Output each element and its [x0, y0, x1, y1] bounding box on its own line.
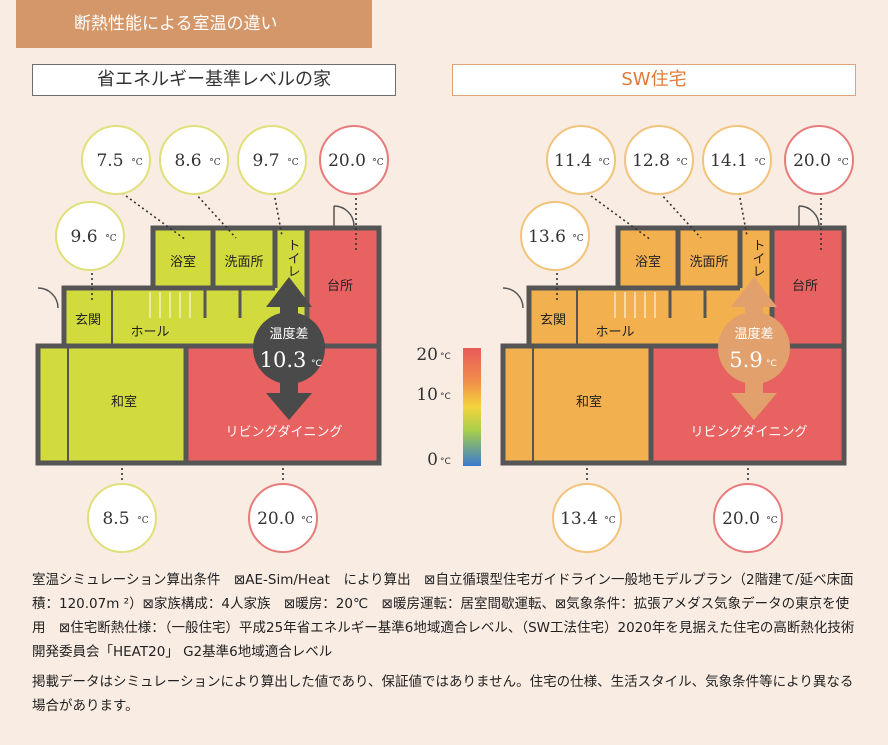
temp-bubble-sw-1: 11.4 °C [546, 125, 616, 195]
temp-bubble-sw-3: 14.1 °C [702, 125, 772, 195]
svg-text:°C: °C [440, 457, 451, 467]
svg-text:°C: °C [676, 158, 688, 168]
svg-text:°C: °C [766, 516, 778, 526]
temp-bubble-standard-7: 20.0 °C [248, 483, 318, 553]
label-washitsu-sw: 和室 [576, 394, 602, 410]
plan-title-sw: SW住宅 [452, 64, 856, 96]
svg-text:20.0: 20.0 [722, 509, 760, 529]
label-living-sw: リビングダイニング [690, 425, 807, 440]
plan-sw: 浴室 洗面所 トイレ 台所 玄関 ホール 和室 リビングダイニング 温度差 5.… [500, 125, 854, 553]
diff-value-standard: 10.3 [260, 348, 307, 372]
svg-text:°C: °C [372, 158, 384, 168]
floor-plan-diagram: 浴室 洗面所 トイレ 台所 玄関 ホール 和室 リビングダイニング 温度差 10… [35, 125, 854, 553]
plan-title-standard: 省エネルギー基準レベルの家 [32, 64, 396, 96]
temp-bubble-standard-2: 8.6 °C [159, 125, 229, 195]
svg-text:°C: °C [209, 158, 221, 168]
svg-text:°C: °C [604, 516, 616, 526]
plan-standard: 浴室 洗面所 トイレ 台所 玄関 ホール 和室 リビングダイニング 温度差 10… [35, 125, 389, 553]
scale-top-label: 20 [416, 345, 438, 365]
temp-bubble-standard-4: 20.0 °C [319, 125, 389, 195]
scale-bottom-label: 0 [427, 450, 438, 470]
temp-bubble-standard-3: 9.7 °C [237, 125, 307, 195]
svg-text:11.4: 11.4 [554, 151, 592, 171]
diff-value-sw: 5.9 [729, 348, 762, 372]
temp-bubble-standard-1: 7.5 °C [81, 125, 151, 195]
diff-label-standard: 温度差 [269, 326, 308, 342]
room-kitchen-fill [307, 228, 379, 348]
scale-mid-label: 10 [416, 385, 438, 405]
svg-text:8.6: 8.6 [174, 151, 201, 171]
temp-bubble-sw-7: 20.0 °C [713, 483, 783, 553]
diff-arrow-standard: 温度差 10.3 °C [253, 277, 325, 420]
svg-text:13.4: 13.4 [560, 509, 598, 529]
svg-text:°C: °C [301, 516, 313, 526]
label-wash-sw: 洗面所 [689, 255, 728, 270]
svg-text:°C: °C [754, 158, 766, 168]
label-bath-sw: 浴室 [635, 254, 661, 270]
header-title: 断熱性能による室温の違い [16, 0, 372, 48]
svg-text:°C: °C [287, 158, 299, 168]
temperature-scale: 20 10 0 °C °C °C [416, 345, 481, 470]
diff-unit-sw: °C [766, 359, 777, 369]
label-toilet-sw: トイレ [750, 239, 765, 278]
svg-text:7.5: 7.5 [96, 151, 123, 171]
room-washitsu-fill [38, 348, 186, 462]
svg-text:12.8: 12.8 [632, 151, 670, 171]
temp-bubble-sw-5: 13.6 °C [520, 201, 590, 271]
svg-text:°C: °C [131, 158, 143, 168]
diff-unit-standard: °C [311, 359, 322, 369]
svg-text:°C: °C [837, 158, 849, 168]
diff-label-sw: 温度差 [734, 326, 773, 342]
svg-text:°C: °C [440, 352, 451, 362]
svg-text:9.7: 9.7 [252, 151, 279, 171]
notes: 室温シミュレーション算出条件 ⊠AE-Sim/Heat により算出 ⊠自立循環型… [32, 568, 862, 718]
temp-bubble-standard-5: 9.6 °C [55, 201, 125, 271]
temp-bubble-sw-2: 12.8 °C [624, 125, 694, 195]
svg-text:20.0: 20.0 [793, 151, 831, 171]
svg-text:°C: °C [598, 158, 610, 168]
label-kitchen: 台所 [327, 279, 353, 294]
label-entrance-sw: 玄関 [540, 313, 566, 328]
svg-text:14.1: 14.1 [710, 151, 748, 171]
conditions-note: 室温シミュレーション算出条件 ⊠AE-Sim/Heat により算出 ⊠自立循環型… [32, 572, 855, 660]
label-bath: 浴室 [170, 254, 196, 270]
room-toilet-fill [275, 228, 307, 288]
disclaimer-note: 掲載データはシミュレーションにより算出した値であり、保証値ではありません。住宅の… [32, 674, 854, 714]
label-toilet: トイレ [285, 239, 300, 278]
temp-bubble-sw-4: 20.0 °C [784, 125, 854, 195]
label-wash: 洗面所 [224, 255, 263, 270]
svg-text:°C: °C [572, 234, 584, 244]
temp-bubble-sw-6: 13.4 °C [552, 483, 622, 553]
scale-bar [463, 348, 481, 466]
label-hall-sw: ホール [595, 325, 634, 340]
svg-text:9.6: 9.6 [70, 227, 97, 247]
svg-text:°C: °C [105, 234, 117, 244]
svg-text:20.0: 20.0 [257, 509, 295, 529]
svg-text:13.6: 13.6 [528, 227, 566, 247]
stairs-standard [149, 292, 191, 318]
label-hall: ホール [130, 325, 169, 340]
walls-standard [35, 225, 382, 466]
temp-bubble-standard-6: 8.5 °C [87, 483, 157, 553]
label-kitchen-sw: 台所 [792, 279, 818, 294]
label-washitsu: 和室 [111, 394, 137, 410]
label-living: リビングダイニング [225, 425, 342, 440]
svg-text:°C: °C [440, 392, 451, 402]
svg-text:8.5: 8.5 [102, 509, 129, 529]
room-wash-fill [213, 228, 275, 288]
svg-text:20.0: 20.0 [328, 151, 366, 171]
label-entrance: 玄関 [75, 313, 101, 328]
svg-text:°C: °C [137, 516, 149, 526]
diff-arrow-sw: 温度差 5.9 °C [718, 277, 790, 420]
